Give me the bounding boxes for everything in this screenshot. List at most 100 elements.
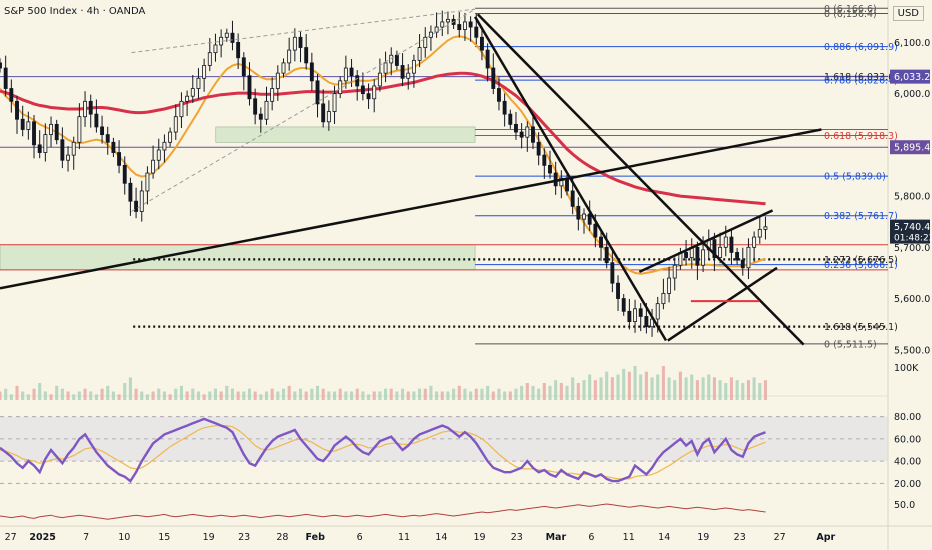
volume-bar-15: [83, 388, 87, 400]
support-trendline: [0, 128, 822, 290]
candle-14: [77, 116, 82, 143]
candle-59: [332, 93, 337, 112]
candle-40: [224, 32, 229, 38]
volume-bar-95: [537, 388, 541, 400]
price-tag-1: [890, 140, 930, 155]
currency-badge[interactable]: USD: [892, 6, 924, 21]
volume-bar-105: [593, 380, 597, 400]
candle-18: [100, 126, 105, 136]
volume-bar-72: [406, 391, 410, 400]
candle-6: [32, 121, 36, 146]
candle-66: [372, 85, 377, 100]
volume-bar-119: [673, 380, 677, 400]
volume-bar-62: [349, 391, 354, 400]
volume-bar-24: [134, 388, 138, 400]
moving-average-0: [0, 35, 766, 275]
x-tick-label-6: 23: [238, 532, 250, 543]
candle-44: [247, 75, 252, 100]
volume-bar-69: [389, 388, 393, 400]
candle-62: [349, 67, 354, 77]
volume-bar-33: [185, 391, 189, 400]
candle-128: [723, 236, 728, 248]
x-tick-label-7: 28: [276, 532, 288, 543]
candle-96: [542, 154, 547, 166]
candle-65: [366, 93, 371, 100]
candle-50: [281, 62, 286, 74]
volume-bar-132: [746, 380, 750, 400]
candle-2: [9, 88, 14, 102]
candle-8: [43, 134, 48, 153]
candle-15: [83, 100, 87, 118]
volume-bar-122: [690, 374, 694, 400]
candle-99: [559, 177, 564, 187]
candle-32: [179, 100, 184, 118]
candle-71: [400, 65, 405, 79]
volume-bar-70: [395, 391, 399, 400]
volume-bar-35: [196, 391, 200, 400]
x-tick-label-21: Apr: [816, 532, 835, 543]
candle-90: [508, 113, 513, 125]
volume-bar-110: [622, 368, 626, 400]
candle-109: [616, 282, 620, 299]
volume-bar-36: [202, 394, 206, 400]
candle-64: [360, 85, 365, 95]
candle-16: [88, 100, 93, 115]
pitchfork-dashed-2: [131, 8, 476, 54]
volume-bar-49: [276, 391, 280, 400]
candle-23: [128, 182, 133, 202]
fib-label-9: 0.236 (5,666.1): [824, 260, 898, 271]
candle-12: [66, 154, 70, 161]
volume-bar-107: [605, 371, 609, 400]
volume-bar-1: [4, 388, 8, 400]
volume-bar-117: [661, 366, 665, 400]
fib-label-6: 0.5 (5,839.0): [824, 172, 886, 183]
volume-bar-106: [599, 377, 603, 400]
volume-bar-10: [55, 385, 59, 400]
volume-bar-71: [401, 388, 405, 400]
candle-133: [752, 236, 757, 248]
volume-bar-34: [191, 388, 195, 400]
volume-bar-84: [474, 388, 478, 400]
candle-79: [445, 18, 450, 23]
candle-81: [457, 24, 462, 31]
candle-126: [712, 239, 717, 258]
x-tick-label-17: 14: [658, 532, 670, 543]
volume-bar-27: [151, 391, 155, 400]
candle-37: [207, 52, 212, 66]
candle-10: [54, 123, 59, 141]
candle-83: [468, 21, 473, 28]
candle-35: [196, 77, 201, 89]
volume-bar-86: [486, 385, 490, 400]
x-tick-label-13: 23: [511, 532, 523, 543]
candle-104: [587, 213, 592, 225]
candle-33: [185, 95, 190, 102]
candle-93: [525, 126, 530, 138]
candle-27: [151, 159, 156, 174]
candle-70: [394, 54, 399, 66]
volume-bar-88: [497, 388, 501, 400]
volume-bar-100: [565, 385, 569, 400]
candle-56: [315, 80, 320, 105]
volume-bar-78: [440, 391, 444, 400]
volume-bar-59: [332, 391, 337, 400]
volume-bar-79: [446, 391, 450, 400]
candle-135: [763, 226, 768, 230]
candle-58: [326, 111, 331, 123]
x-tick-label-9: 6: [357, 532, 363, 543]
volume-bar-31: [174, 388, 178, 400]
volume-bar-58: [327, 391, 331, 400]
volume-bar-21: [117, 394, 121, 400]
candle-19: [105, 134, 110, 143]
candle-89: [502, 100, 507, 115]
volume-bar-47: [264, 391, 269, 400]
candle-112: [633, 308, 637, 322]
volume-bar-89: [503, 391, 507, 400]
candle-129: [729, 236, 734, 253]
volume-bar-126: [712, 377, 716, 400]
candle-57: [321, 103, 326, 123]
candle-113: [638, 308, 643, 317]
x-tick-label-4: 15: [158, 532, 170, 543]
candle-17: [94, 113, 99, 128]
candle-41: [230, 32, 235, 43]
